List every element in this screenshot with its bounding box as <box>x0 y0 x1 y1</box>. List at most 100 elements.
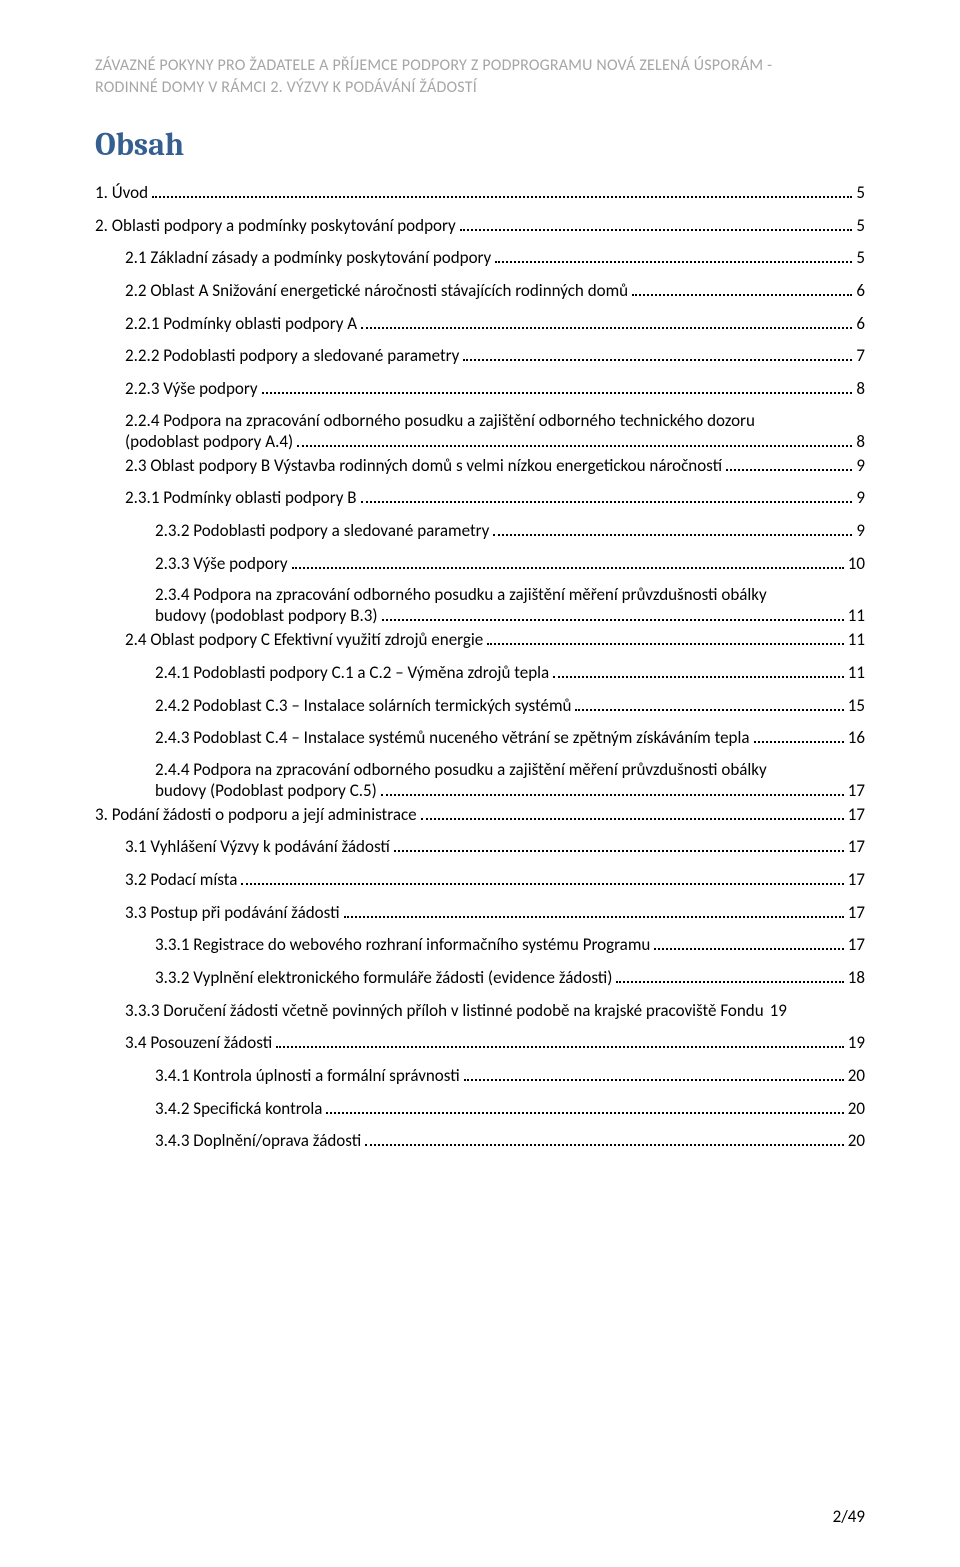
toc-label: 3.3.3 Doručení žádosti včetně povinných … <box>125 999 764 1024</box>
toc-entry[interactable]: 2.2 Oblast A Snižování energetické nároč… <box>95 279 865 304</box>
toc-entry[interactable]: 3.4 Posouzení žádosti 19 <box>95 1031 865 1056</box>
toc-leader-dots <box>152 183 852 198</box>
toc-label: 3.4.1 Kontrola úplnosti a formální správ… <box>155 1064 460 1089</box>
toc-label: 2.4.2 Podoblast C.3 – Instalace solárníc… <box>155 694 571 719</box>
toc-page-number: 15 <box>848 694 865 719</box>
toc-label: 2.2.3 Výše podpory <box>125 377 258 402</box>
toc-leader-dots <box>292 553 844 568</box>
toc-label-line2-row: budovy (podoblast podpory B.3) 11 <box>155 605 865 626</box>
toc-entry[interactable]: 2.3 Oblast podpory B Výstavba rodinných … <box>95 454 865 479</box>
toc-label: 2.2.2 Podoblasti podpory a sledované par… <box>125 344 459 369</box>
toc-entry[interactable]: 2.1 Základní zásady a podmínky poskytová… <box>95 246 865 271</box>
toc-entry[interactable]: 2.3.2 Podoblasti podpory a sledované par… <box>95 519 865 544</box>
toc-page-number: 7 <box>856 344 865 369</box>
toc-entry[interactable]: 2.2.1 Podmínky oblasti podpory A 6 <box>95 312 865 337</box>
toc-leader-dots <box>381 781 844 796</box>
toc-label-line2-row: (podoblast podpory A.4)8 <box>125 431 865 452</box>
toc-page-number: 5 <box>856 246 865 271</box>
toc-page-number: 18 <box>848 966 865 991</box>
toc-entry[interactable]: 2.3.1 Podmínky oblasti podpory B 9 <box>95 486 865 511</box>
toc-leader-dots <box>297 431 852 446</box>
toc-label: 2.3.2 Podoblasti podpory a sledované par… <box>155 519 489 544</box>
toc-leader-dots <box>493 521 852 536</box>
toc-leader-dots <box>262 379 853 394</box>
toc-leader-dots <box>487 630 844 645</box>
toc-page-number: 5 <box>856 214 865 239</box>
toc-page-number: 17 <box>848 803 865 828</box>
toc-page-number: 6 <box>856 279 865 304</box>
toc-leader-dots <box>464 1066 844 1081</box>
toc-page-number: 17 <box>848 901 865 926</box>
toc-label: 3.4 Posouzení žádosti <box>125 1031 272 1056</box>
toc-leader-dots <box>495 248 852 263</box>
toc-page-number: 19 <box>770 999 787 1024</box>
toc-leader-dots <box>754 728 844 743</box>
toc-leader-dots <box>616 968 843 983</box>
toc-entry[interactable]: 2. Oblasti podpory a podmínky poskytován… <box>95 214 865 239</box>
toc-page-number: 17 <box>848 835 865 860</box>
toc-page-number: 19 <box>848 1031 865 1056</box>
toc-entry[interactable]: 3.1 Vyhlášení Výzvy k podávání žádostí17 <box>95 835 865 860</box>
toc-page-number: 17 <box>848 868 865 893</box>
toc-entry[interactable]: 2.3.4 Podpora na zpracování odborného po… <box>95 584 865 626</box>
toc-label: 3.2 Podací místa <box>125 868 237 893</box>
toc-label: 3.3.2 Vyplnění elektronického formuláře … <box>155 966 612 991</box>
toc-page-number: 17 <box>848 780 865 801</box>
toc-label: 2.4 Oblast podpory C Efektivní využití z… <box>125 628 483 653</box>
toc-page-number: 11 <box>848 605 865 626</box>
header-line-2: RODINNÉ DOMY V RÁMCI 2. VÝZVY K PODÁVÁNÍ… <box>95 77 865 99</box>
toc-label-line1: 2.3.4 Podpora na zpracování odborného po… <box>155 584 865 605</box>
toc-entry[interactable]: 3.3.2 Vyplnění elektronického formuláře … <box>95 966 865 991</box>
toc-page-number: 16 <box>848 726 865 751</box>
toc-entry[interactable]: 2.4.4 Podpora na zpracování odborného po… <box>95 759 865 801</box>
toc-entry[interactable]: 2.4 Oblast podpory C Efektivní využití z… <box>95 628 865 653</box>
toc-label: budovy (podoblast podpory B.3) <box>155 605 378 626</box>
toc-entry[interactable]: 3. Podání žádosti o podporu a její admin… <box>95 803 865 828</box>
toc-title: Obsah <box>95 126 865 163</box>
toc-label: 2.3.1 Podmínky oblasti podpory B <box>125 486 357 511</box>
toc-page-number: 9 <box>856 519 865 544</box>
toc-page-number: 9 <box>856 486 865 511</box>
table-of-contents: 1. Úvod5 2. Oblasti podpory a podmínky po… <box>95 181 865 1154</box>
toc-label: 3.3.1 Registrace do webového rozhraní in… <box>155 933 650 958</box>
toc-label: 2.3.3 Výše podpory <box>155 552 288 577</box>
toc-leader-dots <box>344 902 844 917</box>
toc-leader-dots <box>632 281 852 296</box>
toc-entry[interactable]: 3.4.1 Kontrola úplnosti a formální správ… <box>95 1064 865 1089</box>
toc-entry[interactable]: 2.4.1 Podoblasti podpory C.1 a C.2 – Vým… <box>95 661 865 686</box>
toc-entry[interactable]: 3.2 Podací místa 17 <box>95 868 865 893</box>
toc-entry[interactable]: 2.4.3 Podoblast C.4 – Instalace systémů … <box>95 726 865 751</box>
toc-entry[interactable]: 2.2.3 Výše podpory 8 <box>95 377 865 402</box>
toc-page-number: 9 <box>856 454 865 479</box>
toc-label: 3.4.2 Specifická kontrola <box>155 1097 322 1122</box>
toc-page-number: 6 <box>856 312 865 337</box>
toc-page-number: 8 <box>856 377 865 402</box>
toc-leader-dots <box>276 1033 844 1048</box>
toc-entry[interactable]: 3.4.2 Specifická kontrola20 <box>95 1097 865 1122</box>
toc-label: 3.3 Postup při podávání žádosti <box>125 901 340 926</box>
toc-label: 2.2.1 Podmínky oblasti podpory A <box>125 312 357 337</box>
toc-page-number: 11 <box>848 628 865 653</box>
toc-leader-dots <box>241 870 843 885</box>
toc-entry[interactable]: 2.2.2 Podoblasti podpory a sledované par… <box>95 344 865 369</box>
toc-entry[interactable]: 3.3 Postup při podávání žádosti 17 <box>95 901 865 926</box>
toc-label-line2-row: budovy (Podoblast podpory C.5)17 <box>155 780 865 801</box>
toc-leader-dots <box>726 455 852 470</box>
toc-leader-dots <box>421 805 844 820</box>
toc-entry[interactable]: 2.2.4 Podpora na zpracování odborného po… <box>95 410 865 452</box>
toc-leader-dots <box>326 1098 843 1113</box>
toc-page-number: 11 <box>848 661 865 686</box>
toc-leader-dots <box>361 313 852 328</box>
toc-leader-dots <box>654 935 843 950</box>
toc-entry[interactable]: 1. Úvod5 <box>95 181 865 206</box>
toc-entry[interactable]: 2.4.2 Podoblast C.3 – Instalace solárníc… <box>95 694 865 719</box>
toc-entry[interactable]: 3.3.3 Doručení žádosti včetně povinných … <box>95 999 865 1024</box>
toc-entry[interactable]: 3.3.1 Registrace do webového rozhraní in… <box>95 933 865 958</box>
toc-label: 2.1 Základní zásady a podmínky poskytová… <box>125 246 491 271</box>
toc-leader-dots <box>463 346 852 361</box>
toc-entry[interactable]: 3.4.3 Doplnění/oprava žádosti20 <box>95 1129 865 1154</box>
toc-page-number: 10 <box>848 552 865 577</box>
toc-entry[interactable]: 2.3.3 Výše podpory 10 <box>95 552 865 577</box>
toc-label: 2.4.1 Podoblasti podpory C.1 a C.2 – Vým… <box>155 661 549 686</box>
toc-label: 2.2 Oblast A Snižování energetické nároč… <box>125 279 628 304</box>
